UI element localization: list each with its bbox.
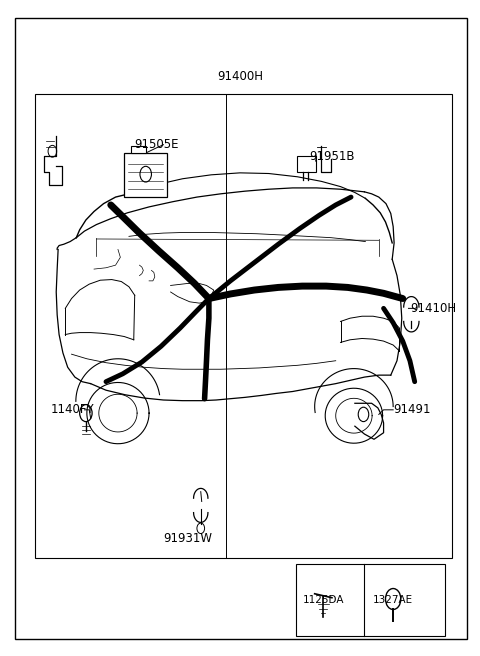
Bar [124, 153, 167, 197]
Bar [35, 94, 452, 558]
Text: 1327AE: 1327AE [373, 594, 413, 605]
Bar [132, 146, 146, 153]
Text: 1140FY: 1140FY [51, 403, 95, 417]
Text: 91951B: 91951B [310, 150, 355, 163]
Text: 91400H: 91400H [217, 70, 263, 83]
Text: 91410H: 91410H [410, 302, 456, 315]
Text: 91505E: 91505E [135, 138, 179, 152]
Text: 91491: 91491 [393, 403, 431, 417]
Bar [298, 156, 316, 173]
Text: 91931W: 91931W [163, 532, 212, 545]
Text: 1125DA: 1125DA [302, 594, 344, 605]
Bar [297, 564, 445, 636]
